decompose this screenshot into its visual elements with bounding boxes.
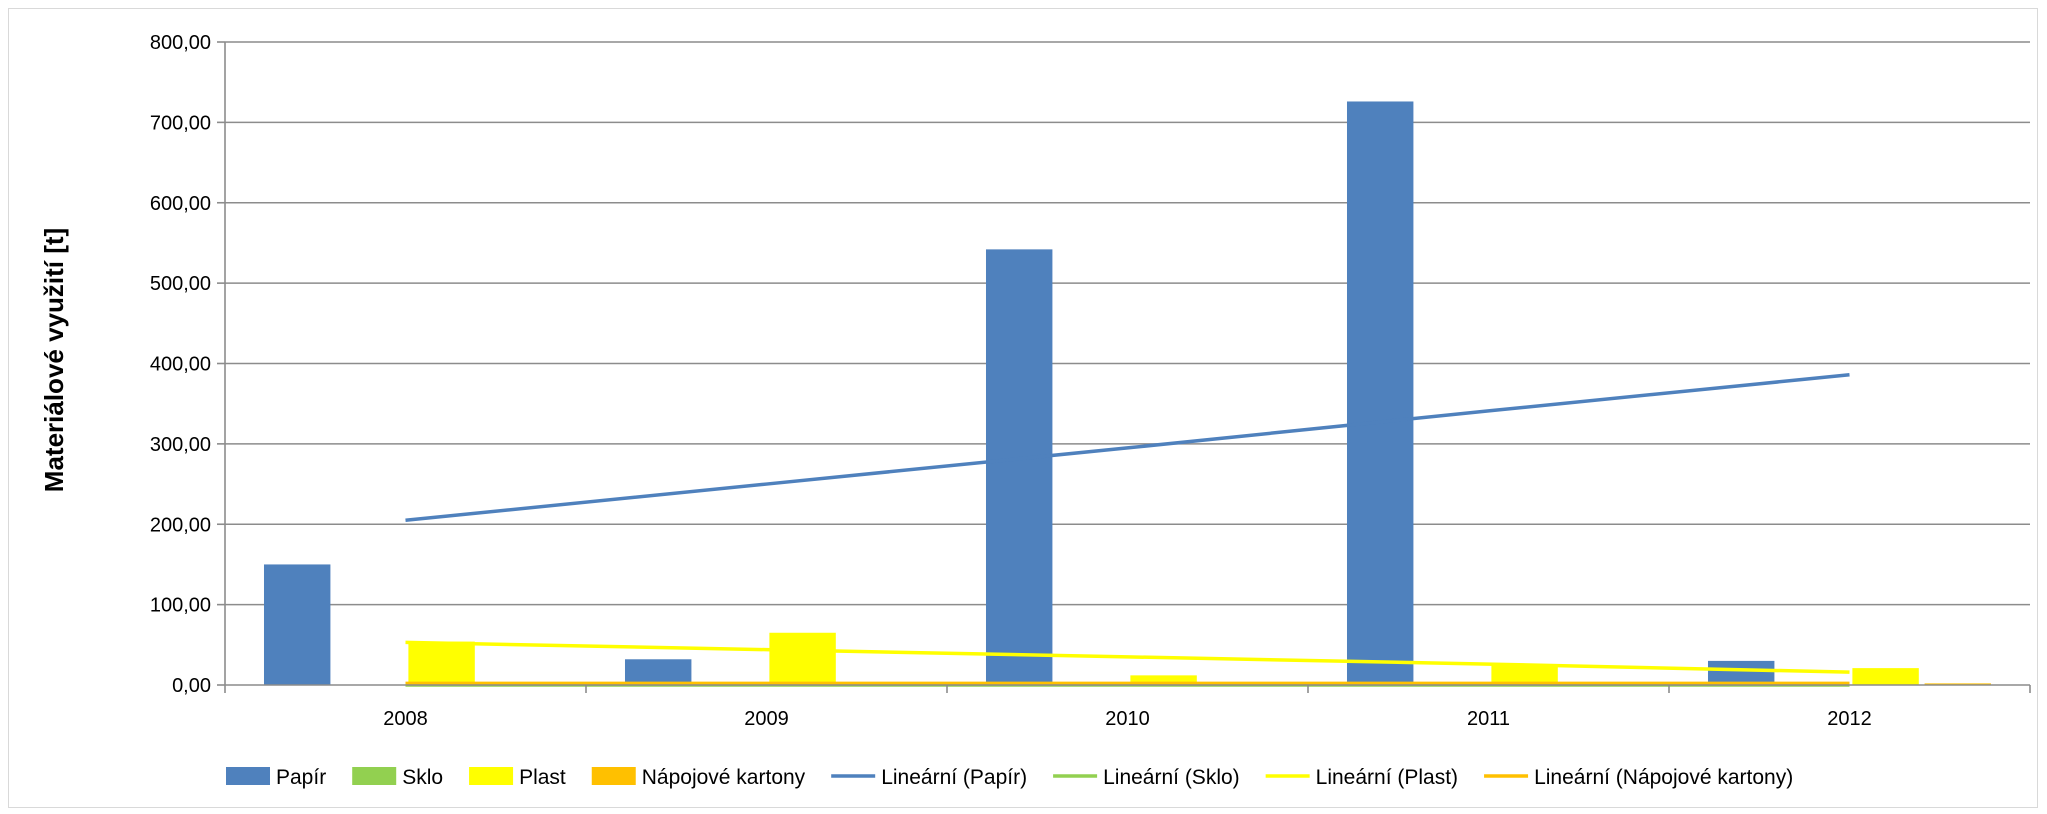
y-tick-label: 600,00 [150,193,211,215]
x-tick-label: 2009 [744,708,789,730]
trendline [405,640,1850,674]
legend-label: Sklo [402,766,443,789]
legend-swatch [591,767,636,785]
trendlines [405,373,1850,687]
y-tick-label: 800,00 [150,32,211,54]
legend: Papír Sklo Plast Nápojové kartony Lineární (… [226,766,1793,789]
bar [1491,664,1558,685]
y-tick-label: 400,00 [150,354,211,376]
legend-swatch [469,767,514,785]
bar [263,564,331,685]
y-tick-label: 500,00 [150,273,211,295]
legend-label: Plast [519,766,566,789]
bars [263,101,1992,686]
bar [624,659,692,685]
bar [985,249,1053,685]
x-tick-label: 2010 [1105,708,1150,730]
legend-label: Lineární (Papír) [881,766,1027,789]
y-tick-label: 100,00 [150,595,211,617]
legend-label: Lineární (Nápojové kartony) [1534,766,1793,789]
gridlines [225,41,2030,606]
bar [1130,675,1197,685]
bar [1852,668,1919,685]
legend-swatch [352,767,397,785]
legend-label: Lineární (Plast) [1316,766,1458,789]
legend-label: Papír [276,766,326,789]
x-tick-label: 2008 [383,708,428,730]
legend-swatch [226,767,270,785]
y-tick-label: 300,00 [150,434,211,456]
y-tick-label: 200,00 [150,514,211,536]
bar [1346,101,1414,686]
tick-labels: 0,00 100,00 200,00 300,00 400,00 500,00 600,00… [150,32,1872,730]
bar [769,632,836,685]
y-tick-label: 0,00 [172,675,211,697]
x-tick-label: 2011 [1467,708,1510,730]
bar [1707,660,1775,685]
legend-label: Lineární (Sklo) [1103,766,1240,789]
legend-label: Nápojové kartony [642,766,806,789]
y-axis-title: Materiálové využití [t] [39,228,69,492]
y-tick-label: 700,00 [150,112,211,134]
trendline [405,373,1850,522]
chart-frame [8,8,2038,808]
x-tick-label: 2012 [1827,708,1872,730]
axes [217,41,2031,693]
bar [408,641,475,685]
bar [1924,683,1992,685]
